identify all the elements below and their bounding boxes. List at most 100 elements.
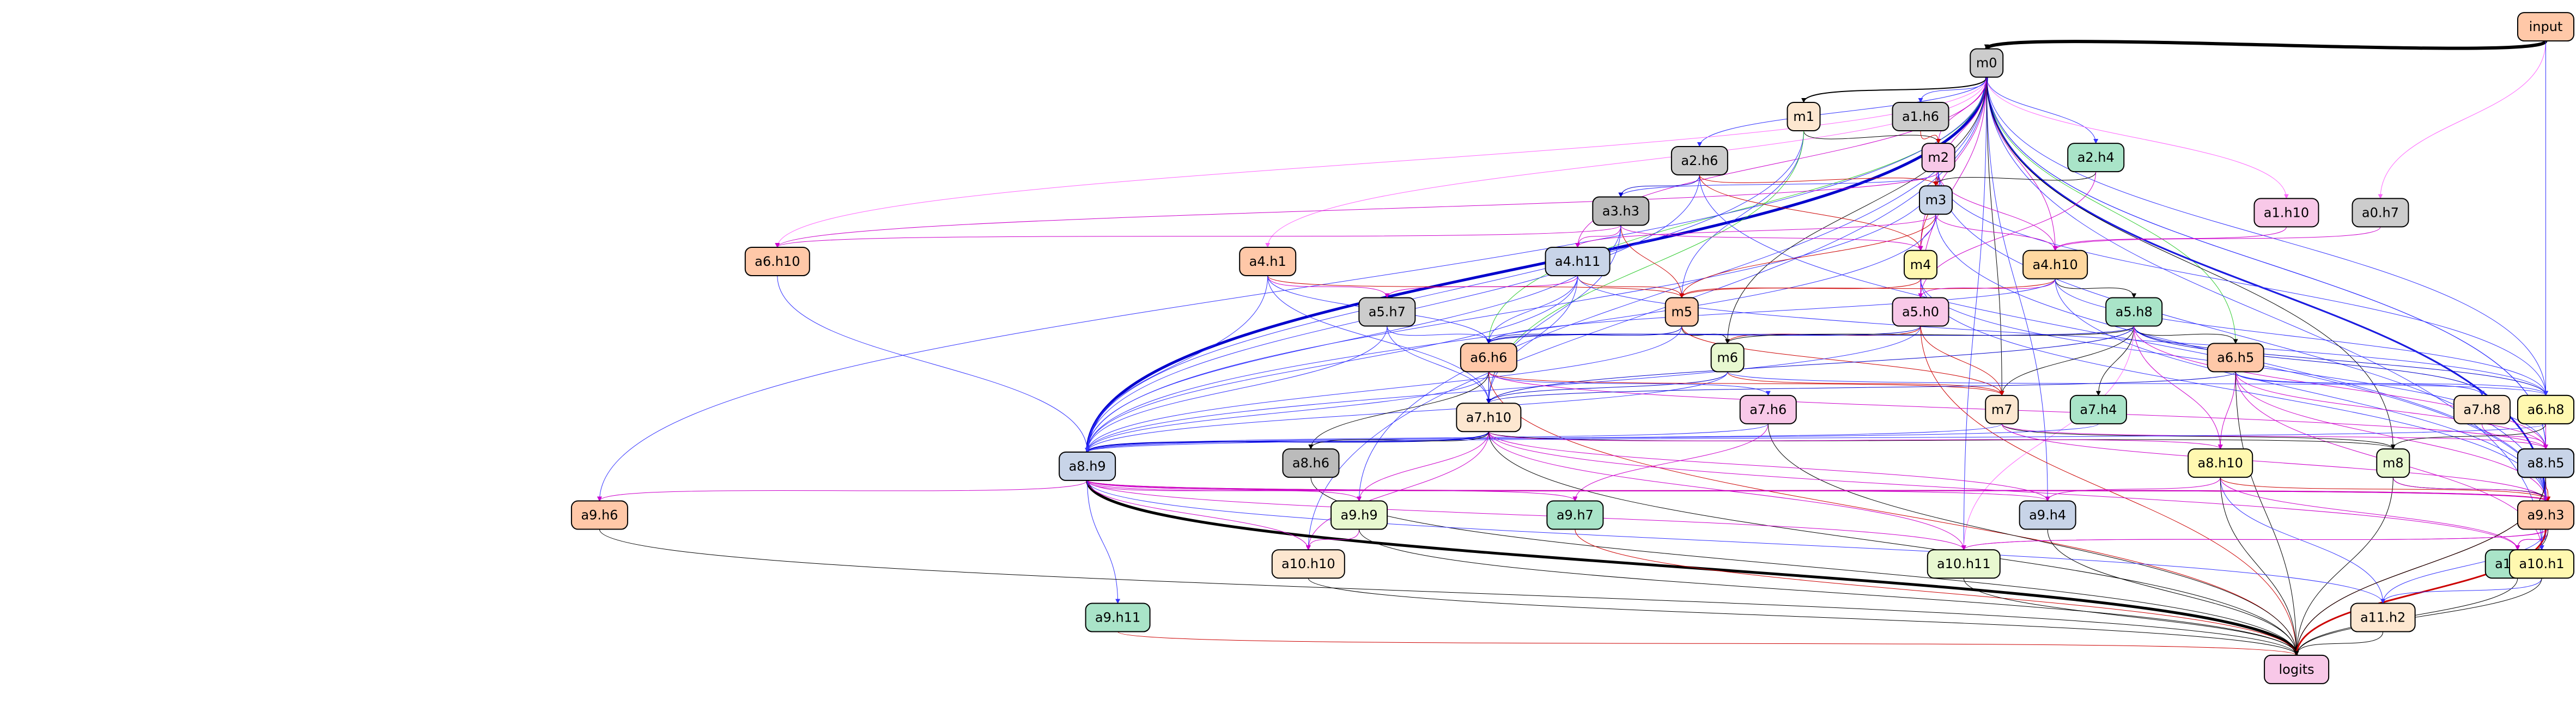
- node-box: [1970, 48, 2004, 78]
- edge-m2-to-a9.h1: [1938, 172, 2548, 502]
- node-a4-h10: a4.h10: [2022, 249, 2088, 279]
- edge-a5.h7-to-a6.h6: [1387, 326, 1491, 344]
- node-a9-h4: a9.h4: [2019, 500, 2076, 530]
- node-a5-h7: a5.h7: [1358, 297, 1416, 327]
- node-label: m7: [1991, 402, 2013, 417]
- node-box: [1282, 448, 1340, 478]
- node-label: a4.h1: [1249, 254, 1286, 269]
- edge-input-to-m0: [1984, 39, 2548, 51]
- edge-m0-to-a8.h9: [1085, 77, 1988, 453]
- node-label: a6.h10: [755, 254, 800, 269]
- edge-a4.h10-to-a5.h8: [2055, 278, 2137, 299]
- edge-a5.h7-to-a7.h10: [1387, 326, 1491, 404]
- node-a9-h6: a9.h6: [570, 500, 628, 530]
- node-label: m5: [1671, 305, 1692, 320]
- node-a6-h8: a6.h8: [2517, 394, 2574, 424]
- edge-a6.h6-to-m7: [1488, 372, 2004, 396]
- node-label: a6.h6: [1470, 350, 1507, 365]
- edge-a5.h8-to-a8.h10: [2134, 326, 2223, 450]
- node-a9-h7: a9.h7: [1546, 500, 1604, 530]
- edge-a5.h8-to-a7.h9: [2134, 326, 2548, 396]
- node-box: [2019, 500, 2076, 530]
- edge-a4.h1-to-a8.h9: [1085, 276, 1268, 453]
- edge-m3-to-a4.h10: [1935, 214, 2058, 251]
- node-m2: m2: [1921, 143, 1955, 173]
- edge-a2.h4-to-m3: [1933, 172, 2097, 187]
- edge-m0-to-a10.h11: [1961, 77, 1987, 551]
- node-m1: m1: [1787, 101, 1821, 131]
- edge-a7.h6-to-a8.h9: [1085, 423, 1769, 453]
- node-box: [2207, 343, 2264, 373]
- edge-a8.h10-to-m9: [2220, 477, 2551, 502]
- edge-m8-to-logits: [2294, 477, 2393, 656]
- edge-a8.h9-to-a9.h6: [597, 480, 1088, 502]
- edge-m0-to-a1.h6: [1918, 77, 1987, 103]
- edge-m2-to-a6.h10: [775, 172, 1939, 248]
- edge-m1-to-m5: [1679, 130, 1805, 299]
- edge-a2.h6-to-a9.h1: [1699, 174, 2548, 502]
- edge-a8.h9-to-a10.h11: [1087, 480, 1966, 551]
- edge-a5.h8-to-a8.h2: [2134, 326, 2548, 450]
- node-m5: m5: [1664, 297, 1699, 327]
- edge-m2-to-a3.h3: [1618, 172, 1939, 198]
- node-label: a9.h6: [581, 508, 618, 523]
- edge-a7.h8-to-a8.h2: [2481, 423, 2548, 450]
- edge-m1-to-a8.h9: [1085, 130, 1805, 453]
- edge-m7-to-m8: [2001, 423, 2396, 450]
- node-box: [1918, 185, 1953, 215]
- node-label: a11.h2: [2360, 610, 2405, 625]
- edge-a7.h10-to-a8.h10: [1488, 431, 2223, 450]
- edge-m0-to-a4.h10: [1986, 77, 2058, 251]
- edge-a9.h6-to-logits: [599, 529, 2299, 656]
- node-label: input: [2529, 19, 2563, 34]
- edge-a4.h1-to-a5.h7: [1267, 275, 1390, 299]
- edge-a5.h8-to-a6.h6: [1486, 326, 2135, 344]
- edge-a6.h10-to-a8.h9: [777, 276, 1090, 453]
- edge-a3.h3-to-a6.h10: [775, 225, 1621, 248]
- edge-m5-to-m7: [1681, 326, 2004, 396]
- node-label: a9.h7: [1557, 508, 1594, 523]
- edge-a3.h3-to-a8.h9: [1085, 225, 1621, 453]
- edge-a7.h9-to-a8.h9: [1085, 423, 2546, 453]
- edge-m0-to-m7: [1986, 77, 2004, 396]
- edge-a9.h1-to-a10.h11: [1961, 529, 2546, 551]
- edge-a11.h2-to-logits: [2294, 631, 2384, 656]
- node-label: a4.h11: [1555, 254, 1600, 269]
- node-box: [1460, 343, 1517, 373]
- node-box: [2022, 249, 2088, 279]
- edge-m0-to-m6: [1725, 77, 1987, 344]
- node-label: a4.h10: [2032, 257, 2077, 272]
- node-box: [2069, 394, 2127, 424]
- node-label: a9.h11: [1095, 610, 1140, 625]
- node-a8-h6: a8.h6: [1282, 448, 1340, 478]
- edge-a7.h10-to-m8: [1488, 431, 2396, 450]
- node-box: [570, 500, 628, 530]
- edge-a8.h9-to-logits: [1086, 480, 2299, 656]
- edges-layer: [597, 39, 2551, 656]
- node-box: [1456, 403, 1522, 433]
- node-label: a2.h4: [2077, 150, 2115, 165]
- edge-m3-to-m4: [1918, 214, 1936, 251]
- node-box: [1787, 101, 1821, 131]
- node-label: a1.h6: [1902, 109, 1939, 124]
- edge-m0-to-a6.h6: [1486, 77, 1987, 344]
- edge-a4.h11-to-m5: [1577, 275, 1685, 299]
- node-box: [2517, 500, 2574, 530]
- edge-a8.h9-to-a9.h1: [1086, 480, 2548, 502]
- edge-a5.h0-to-m7: [1920, 326, 2004, 396]
- node-a9-h11: a9.h11: [1085, 603, 1151, 632]
- node-label: a8.h5: [2527, 455, 2564, 471]
- node-box: [2509, 549, 2574, 579]
- node-box: [1670, 145, 1728, 175]
- edge-a10.h1-to-logits: [2294, 578, 2542, 656]
- node-a6-h6: a6.h6: [1460, 343, 1517, 373]
- node-a4-h11: a4.h11: [1545, 247, 1611, 277]
- edge-a8.h10-to-logits: [2220, 477, 2299, 656]
- node-a7-h4: a7.h4: [2069, 394, 2127, 424]
- edge-m1-to-m2: [1803, 130, 1941, 144]
- node-box: [1239, 247, 1297, 277]
- node-label: m0: [1976, 56, 1997, 71]
- edge-a5.h8-to-a7.h4: [2095, 326, 2135, 396]
- node-a10-h10: a10.h10: [1271, 549, 1345, 579]
- edge-a4.h11-to-a6.h6: [1486, 276, 1578, 344]
